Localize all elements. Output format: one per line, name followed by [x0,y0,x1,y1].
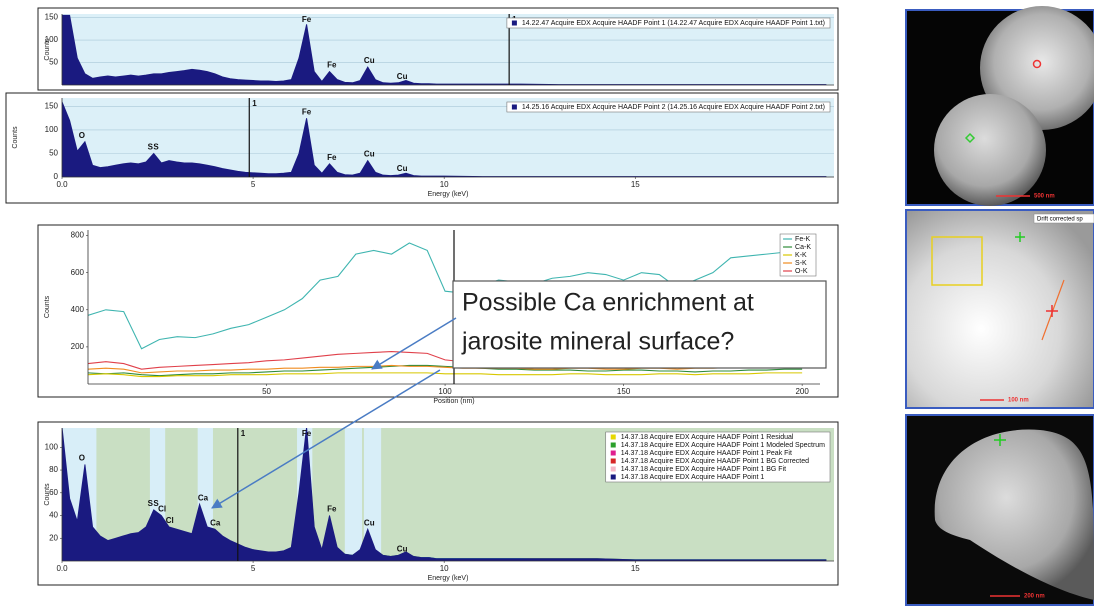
y-tick-label: 100 [45,125,59,134]
image-frame [906,210,1094,408]
x-tick-label: 200 [795,387,809,396]
y-tick-label: 150 [45,102,59,111]
legend: 14.22.47 Acquire EDX Acquire HAADF Point… [507,18,830,28]
image-panel-1: 500 nm [906,6,1094,206]
legend-swatch [611,467,616,472]
legend-swatch [611,451,616,456]
y-tick-label: 20 [49,533,58,542]
x-tick-label: 0.0 [56,180,68,189]
legend-label: Fe-K [795,236,811,243]
y-tick-label: 40 [49,511,58,520]
y-tick-label: 600 [71,268,85,277]
y-axis-label: Counts [12,126,19,149]
x-tick-label: 10 [440,180,449,189]
x-tick-label: 50 [262,387,271,396]
slide: 501001501FeFeCuCuCounts14.22.47 Acquire … [0,0,1094,607]
x-tick-label: 0.0 [56,564,68,573]
legend-label: K-K [795,252,807,259]
legend-swatch [512,21,517,26]
legend-label: S-K [795,260,807,267]
legend-label: Ca-K [795,244,811,251]
legend-label: 14.37.18 Acquire EDX Acquire HAADF Point… [621,450,792,457]
x-tick-label: 15 [631,180,640,189]
image-panel-2: Drift corrected sp 100 nm [906,210,1094,408]
x-axis-label: Energy (keV) [428,191,469,198]
peak-label: Cu [364,150,375,159]
x-tick-label: 10 [440,564,449,573]
legend-swatch [611,435,616,440]
scale-label: 500 nm [1034,194,1055,200]
y-axis-label: Counts [44,38,51,61]
y-axis-label: Counts [44,483,51,506]
x-tick-label: 100 [438,387,452,396]
legend: Fe-KCa-KK-KS-KO-K [780,234,816,276]
chart: 501001501FeFeCuCuCounts14.22.47 Acquire … [38,8,838,90]
peak-label: Fe [327,153,337,162]
image-panel-3: 200 nm [906,415,1094,605]
peak-label: S [153,143,159,152]
y-tick-label: 800 [71,231,85,240]
y-tick-label: 50 [49,149,58,158]
x-tick-label: 150 [617,387,631,396]
peak-label: Cu [397,544,408,553]
x-tick-label: 15 [631,564,640,573]
legend: 14.37.18 Acquire EDX Acquire HAADF Point… [606,432,830,482]
peak-label: Cu [364,518,375,527]
legend-label: 14.37.18 Acquire EDX Acquire HAADF Point… [621,434,794,441]
peak-label: Fe [327,505,337,514]
y-axis-label: Counts [44,295,51,318]
legend-label: 14.25.16 Acquire EDX Acquire HAADF Point… [522,104,825,111]
peak-label: Fe [302,15,312,24]
legend-swatch [611,475,616,480]
x-tick-label: 5 [251,180,256,189]
legend: 14.25.16 Acquire EDX Acquire HAADF Point… [507,102,830,112]
roi-window [345,428,362,561]
peak-label: Fe [327,61,337,70]
y-tick-label: 80 [49,465,58,474]
page: {"chart_data": [ {"type": "area", "ylabe… [0,0,1094,607]
y-tick-label: 150 [45,13,59,22]
peak-label: Ca [198,493,209,502]
caption: Drift corrected sp [1037,217,1083,223]
peak-label: Fe [302,107,312,116]
legend-label: 14.37.18 Acquire EDX Acquire HAADF Point… [621,474,765,481]
legend-swatch [611,459,616,464]
legend-swatch [611,443,616,448]
chart: 204060801000.0510151OSSClClCaCaFeFeCuCuC… [38,422,838,585]
y-tick-label: 400 [71,305,85,314]
peak-label: O [79,453,85,462]
peak-label: Cl [166,516,174,525]
scale-label: 200 nm [1024,594,1045,600]
peak-label: O [79,131,85,140]
y-tick-label: 200 [71,342,85,351]
peak-label: Cl [158,505,166,514]
scale-label: 100 nm [1008,398,1029,404]
annotation-line: Possible Ca enrichment at [462,289,754,317]
peak-label: Cu [364,56,375,65]
x-tick-label: 5 [251,564,256,573]
legend-label: 14.37.18 Acquire EDX Acquire HAADF Point… [621,466,786,473]
legend-label: O-K [795,268,808,275]
legend-swatch [512,105,517,110]
peak-label: Fe [302,429,312,438]
particle [934,94,1046,206]
x-axis-label: Energy (keV) [428,575,469,582]
legend-label: 14.37.18 Acquire EDX Acquire HAADF Point… [621,442,825,449]
peak-label: Ca [210,518,221,527]
annotation-line: jarosite mineral surface? [461,328,734,356]
legend-label: 14.37.18 Acquire EDX Acquire HAADF Point… [621,458,809,465]
peak-label: Cu [397,164,408,173]
y-tick-label: 100 [45,442,59,451]
marker-label: 1 [241,429,246,438]
x-axis-label: Position (nm) [433,398,474,405]
marker-label: 1 [252,99,257,108]
peak-label: Cu [397,72,408,81]
legend-label: 14.22.47 Acquire EDX Acquire HAADF Point… [522,20,825,27]
